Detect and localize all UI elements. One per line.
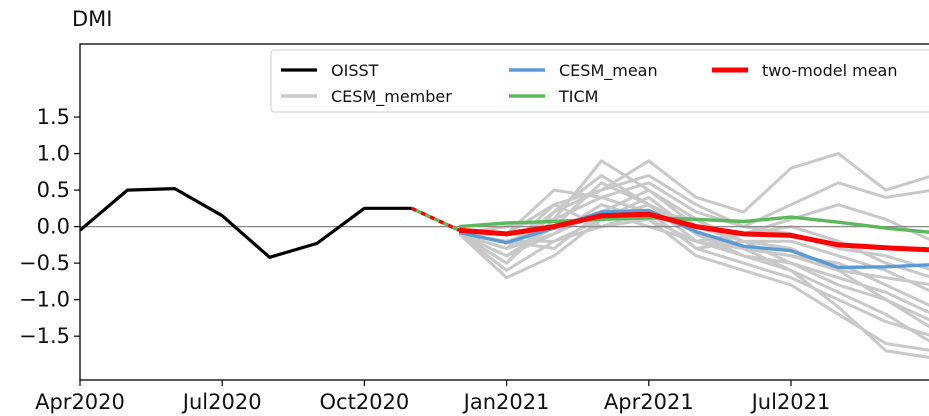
legend-label-cesm-mean: CESM_mean [559,61,658,81]
legend-label-two-model-mean: two-model mean [762,61,898,80]
legend-label-cesm-member: CESM_member [331,87,452,107]
oisst-line [80,187,412,259]
ticm-line [459,215,929,234]
x-tick-label: Apr2021 [604,390,694,414]
cesm-member-line-14 [458,210,929,278]
y-tick-label: −1.0 [19,288,70,312]
y-axis-ticks: −1.5 −1.0 −0.5 0.0 0.5 1.0 1.5 [19,105,80,348]
cesm-member-lines [458,152,929,359]
cesm-member-line-3 [458,152,929,250]
x-tick-label: Jul2020 [181,390,262,414]
x-tick-label: Jan2021 [462,390,550,414]
cesm-member-line-4 [459,181,929,236]
x-tick-label: Oct2020 [320,390,410,414]
x-axis-ticks: Apr2020 Jul2020 Oct2020 Jan2021 Apr2021 Jul20… [35,380,830,414]
y-tick-label: 0.5 [37,178,70,202]
legend-label-oisst: OISST [331,61,379,80]
cesm-mean-line [458,208,929,270]
forecast-bridge-dash-1 [411,206,460,232]
legend: OISST CESM_member CESM_mean TICM two-model m… [270,49,929,113]
x-tick-label: Apr2020 [35,390,125,414]
y-tick-label: −0.5 [19,251,70,275]
chart-title: DMI [72,7,112,31]
y-tick-label: 0.0 [37,215,70,239]
y-tick-label: 1.5 [37,105,70,129]
series-lines [80,187,929,270]
cesm-member-line-12 [458,217,929,352]
y-tick-label: −1.5 [19,324,70,348]
legend-box [270,49,929,113]
forecast-bridge-dash-2 [411,206,460,232]
plot-frame [79,43,929,381]
two-model-mean-line [459,211,929,253]
legend-label-ticm: TICM [558,87,598,106]
x-tick-label: Jul2021 [750,390,831,414]
y-tick-label: 1.0 [37,142,70,166]
cesm-member-line-15 [459,174,929,271]
